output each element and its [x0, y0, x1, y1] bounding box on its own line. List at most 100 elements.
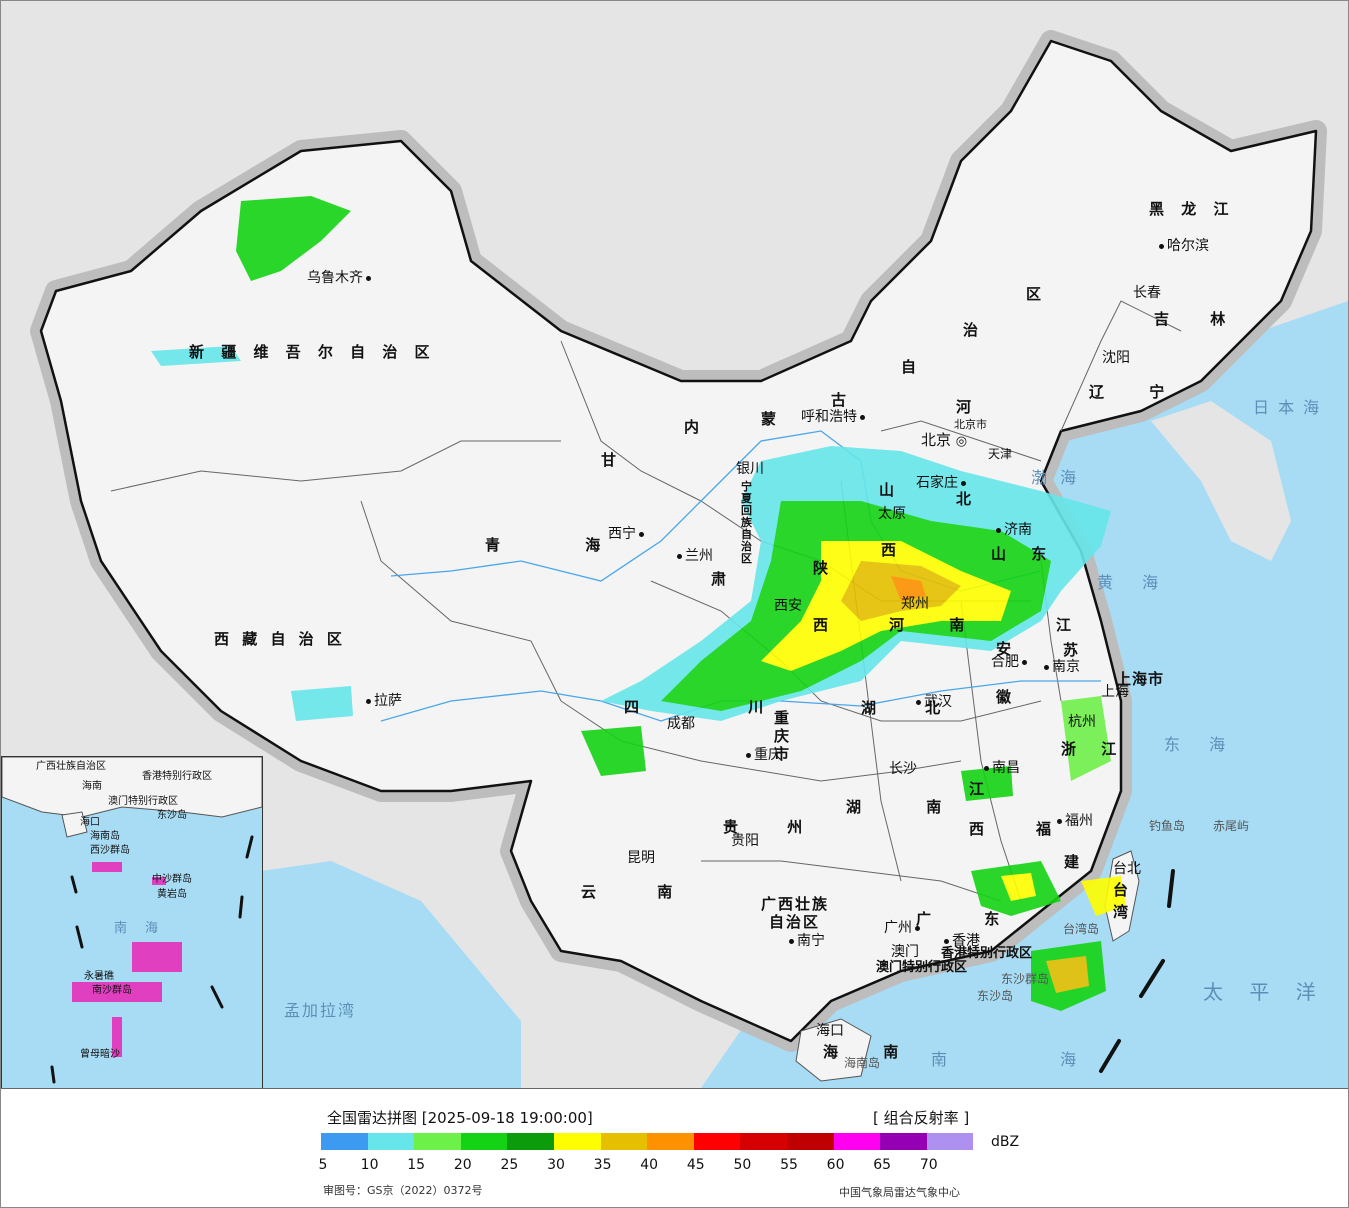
inset-canvas — [2, 757, 262, 1084]
city-taiyuan[interactable]: 太原 — [878, 506, 906, 522]
legend-tick-label: 5 — [318, 1157, 328, 1173]
province-shaanxi-1: 陕 — [813, 559, 843, 577]
city-macau[interactable]: 澳门 — [891, 944, 919, 960]
province-xizang: 西 藏 自 治 区 — [214, 630, 346, 648]
boundary-dashes — [1099, 869, 1175, 1073]
city-kunming[interactable]: 昆明 — [627, 850, 655, 866]
legend-title: 全国雷达拼图 [2025-09-18 19:00:00] — [327, 1109, 593, 1127]
province-tianjin: 天津 — [988, 447, 1013, 461]
legend-swatch — [321, 1133, 368, 1150]
province-xinjiang: 新 疆 维 吾 尔 自 治 区 — [189, 343, 436, 361]
legend-swatch — [740, 1133, 787, 1150]
inset-label-macau: 澳门特别行政区 — [108, 796, 178, 807]
city-nanning[interactable]: 南宁 — [786, 933, 825, 949]
city-nanjing[interactable]: 南京 — [1041, 659, 1080, 675]
city-fuzhou[interactable]: 福州 — [1054, 813, 1093, 829]
city-taipei[interactable]: 台北 — [1113, 861, 1141, 877]
legend-ticks: 5 10 15 20 25 30 35 40 45 50 55 60 65 70 — [318, 1157, 981, 1177]
sea-pacific: 太 平 洋 — [1203, 980, 1326, 1004]
city-urumqi[interactable]: 乌鲁木齐 — [307, 270, 374, 286]
city-guiyang[interactable]: 贵阳 — [731, 833, 759, 849]
city-changsha[interactable]: 长沙 — [889, 761, 917, 777]
city-shenyang[interactable]: 沈阳 — [1102, 350, 1130, 366]
city-nanchang[interactable]: 南昌 — [981, 760, 1020, 776]
province-anhui-1: 安 — [996, 640, 1026, 658]
map-canvas — [30, 30, 1348, 1088]
legend-tick-label: 25 — [500, 1157, 519, 1173]
china-radar-map[interactable]: 新 疆 维 吾 尔 自 治 区 西 藏 自 治 区 青 海 甘 肃 内 蒙 古 … — [1, 1, 1348, 1089]
legend-color-bar — [321, 1133, 974, 1150]
hainan-island — [795, 1018, 872, 1082]
province-jiangsu-2: 苏 — [1063, 641, 1093, 659]
city-harbin[interactable]: 哈尔滨 — [1156, 238, 1209, 254]
inset-label-nanhai: 南海 — [114, 921, 177, 936]
south-china-sea-inset[interactable]: 广西壮族自治区 海南 香港特别行政区 澳门特别行政区 东沙岛 海口 海南岛 西沙… — [1, 756, 263, 1089]
city-changchun[interactable]: 长春 — [1133, 285, 1161, 301]
sea-japan: 日 本 海 — [1253, 398, 1322, 417]
city-guangzhou[interactable]: 广州 — [884, 920, 923, 936]
city-xining[interactable]: 西宁 — [608, 526, 647, 542]
inset-label-zengmu: 曾母暗沙 — [80, 1049, 120, 1060]
province-beijing: 北京市 — [954, 418, 987, 431]
legend-tick-label: 30 — [547, 1157, 565, 1173]
province-jilin: 吉 林 — [1154, 310, 1244, 328]
province-neimenggu-3: 古 — [831, 391, 861, 409]
province-gansu-2: 肃 — [711, 570, 741, 588]
province-yunnan: 云 南 — [581, 883, 701, 901]
korea-japan — [1151, 401, 1291, 561]
legend-tick-label: 60 — [826, 1157, 845, 1173]
province-hongkong: 香港特别行政区 — [941, 946, 1033, 961]
city-yinchuan[interactable]: 银川 — [736, 461, 764, 477]
province-hebei-1: 河 — [956, 398, 986, 416]
inset-label-haikou: 海口 — [80, 817, 100, 828]
city-beijing[interactable]: 北京 ◎ — [921, 431, 968, 449]
city-shanghai[interactable]: 上海 — [1101, 684, 1129, 700]
inset-label-hongkong: 香港特别行政区 — [142, 771, 212, 782]
legend-swatch — [367, 1133, 415, 1150]
legend-swatch — [414, 1133, 461, 1150]
province-shanghai: 上海市 — [1116, 670, 1165, 688]
sea-huanghai: 黄 海 — [1097, 573, 1171, 592]
city-xian[interactable]: 西安 — [774, 598, 802, 614]
legend-organization: 中国气象局雷达气象中心 — [839, 1186, 960, 1199]
province-liaoning: 辽 宁 — [1089, 383, 1185, 401]
sea-south-china: 南 海 — [931, 1050, 1131, 1069]
province-hebei-2: 北 — [956, 490, 986, 508]
inset-label-guangxi: 广西壮族自治区 — [36, 761, 106, 772]
city-shijiazhuang[interactable]: 石家庄 — [916, 475, 969, 491]
inset-label-huangyan: 黄岩岛 — [157, 889, 187, 900]
province-neimenggu-2: 蒙 — [761, 410, 791, 428]
inset-label-xisha: 西沙群岛 — [90, 845, 130, 856]
legend-tick-label: 65 — [873, 1157, 892, 1173]
province-neimenggu-6: 区 — [1026, 285, 1056, 303]
city-hohhot[interactable]: 呼和浩特 — [801, 409, 868, 425]
inset-label-hainan: 海南 — [82, 781, 102, 792]
island-diaoyu: 钓鱼岛 — [1149, 819, 1186, 833]
city-chengdu[interactable]: 成都 — [667, 716, 695, 732]
legend-tick-label: 10 — [360, 1157, 379, 1173]
city-chongqing[interactable]: 重庆 — [743, 747, 782, 763]
city-jinan[interactable]: 济南 — [993, 522, 1032, 538]
city-hongkong[interactable]: 香港 — [941, 933, 980, 949]
sea-donghai: 东 海 — [1164, 735, 1238, 754]
province-anhui-2: 徽 — [996, 688, 1026, 706]
province-neimenggu-5: 治 — [963, 321, 993, 339]
province-taiwan: 台 湾 — [1113, 881, 1129, 921]
province-guangxi: 广西壮族 — [761, 895, 830, 913]
map-approval-number: 审图号：GS京（2022）0372号 — [323, 1184, 483, 1197]
inset-label-nansha: 南沙群岛 — [92, 985, 132, 996]
city-wuhan[interactable]: 武汉 — [913, 694, 952, 710]
province-shandong: 山 东 — [991, 545, 1057, 563]
island-dongsha: 东沙岛 — [977, 989, 1014, 1003]
island-hainan: 海南岛 — [844, 1056, 881, 1070]
city-zhengzhou[interactable]: 郑州 — [901, 596, 929, 612]
legend-swatch — [507, 1133, 554, 1150]
city-lhasa[interactable]: 拉萨 — [363, 693, 402, 709]
city-lanzhou[interactable]: 兰州 — [674, 548, 713, 564]
province-chongqing: 重庆市 — [774, 709, 790, 763]
city-hangzhou[interactable]: 杭州 — [1068, 714, 1096, 730]
legend-tick-label: 40 — [640, 1157, 659, 1173]
city-haikou[interactable]: 海口 — [816, 1023, 844, 1039]
legend-swatch — [833, 1133, 881, 1150]
city-hefei[interactable]: 合肥 — [991, 654, 1030, 670]
